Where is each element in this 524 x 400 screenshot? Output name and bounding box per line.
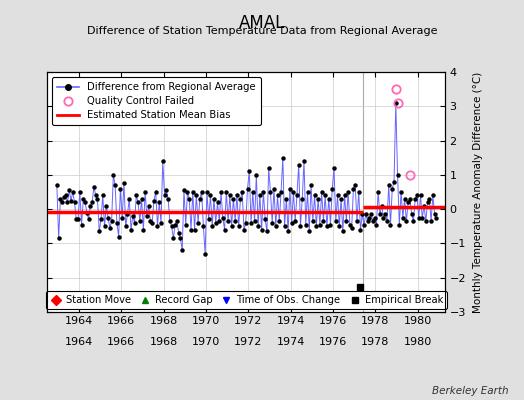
Y-axis label: Monthly Temperature Anomaly Difference (°C): Monthly Temperature Anomaly Difference (… [473,71,483,313]
Text: 1972: 1972 [234,337,263,347]
Text: 1980: 1980 [403,337,432,347]
Text: 1978: 1978 [362,337,390,347]
Text: AMAL: AMAL [239,14,285,32]
Text: 1974: 1974 [277,337,305,347]
Text: 1964: 1964 [65,337,93,347]
Text: 1968: 1968 [149,337,178,347]
Legend: Station Move, Record Gap, Time of Obs. Change, Empirical Break: Station Move, Record Gap, Time of Obs. C… [46,291,447,310]
Text: 1966: 1966 [107,337,135,347]
Text: 1976: 1976 [319,337,347,347]
Text: 1970: 1970 [192,337,220,347]
Text: Berkeley Earth: Berkeley Earth [432,386,508,396]
Text: Difference of Station Temperature Data from Regional Average: Difference of Station Temperature Data f… [87,26,437,36]
